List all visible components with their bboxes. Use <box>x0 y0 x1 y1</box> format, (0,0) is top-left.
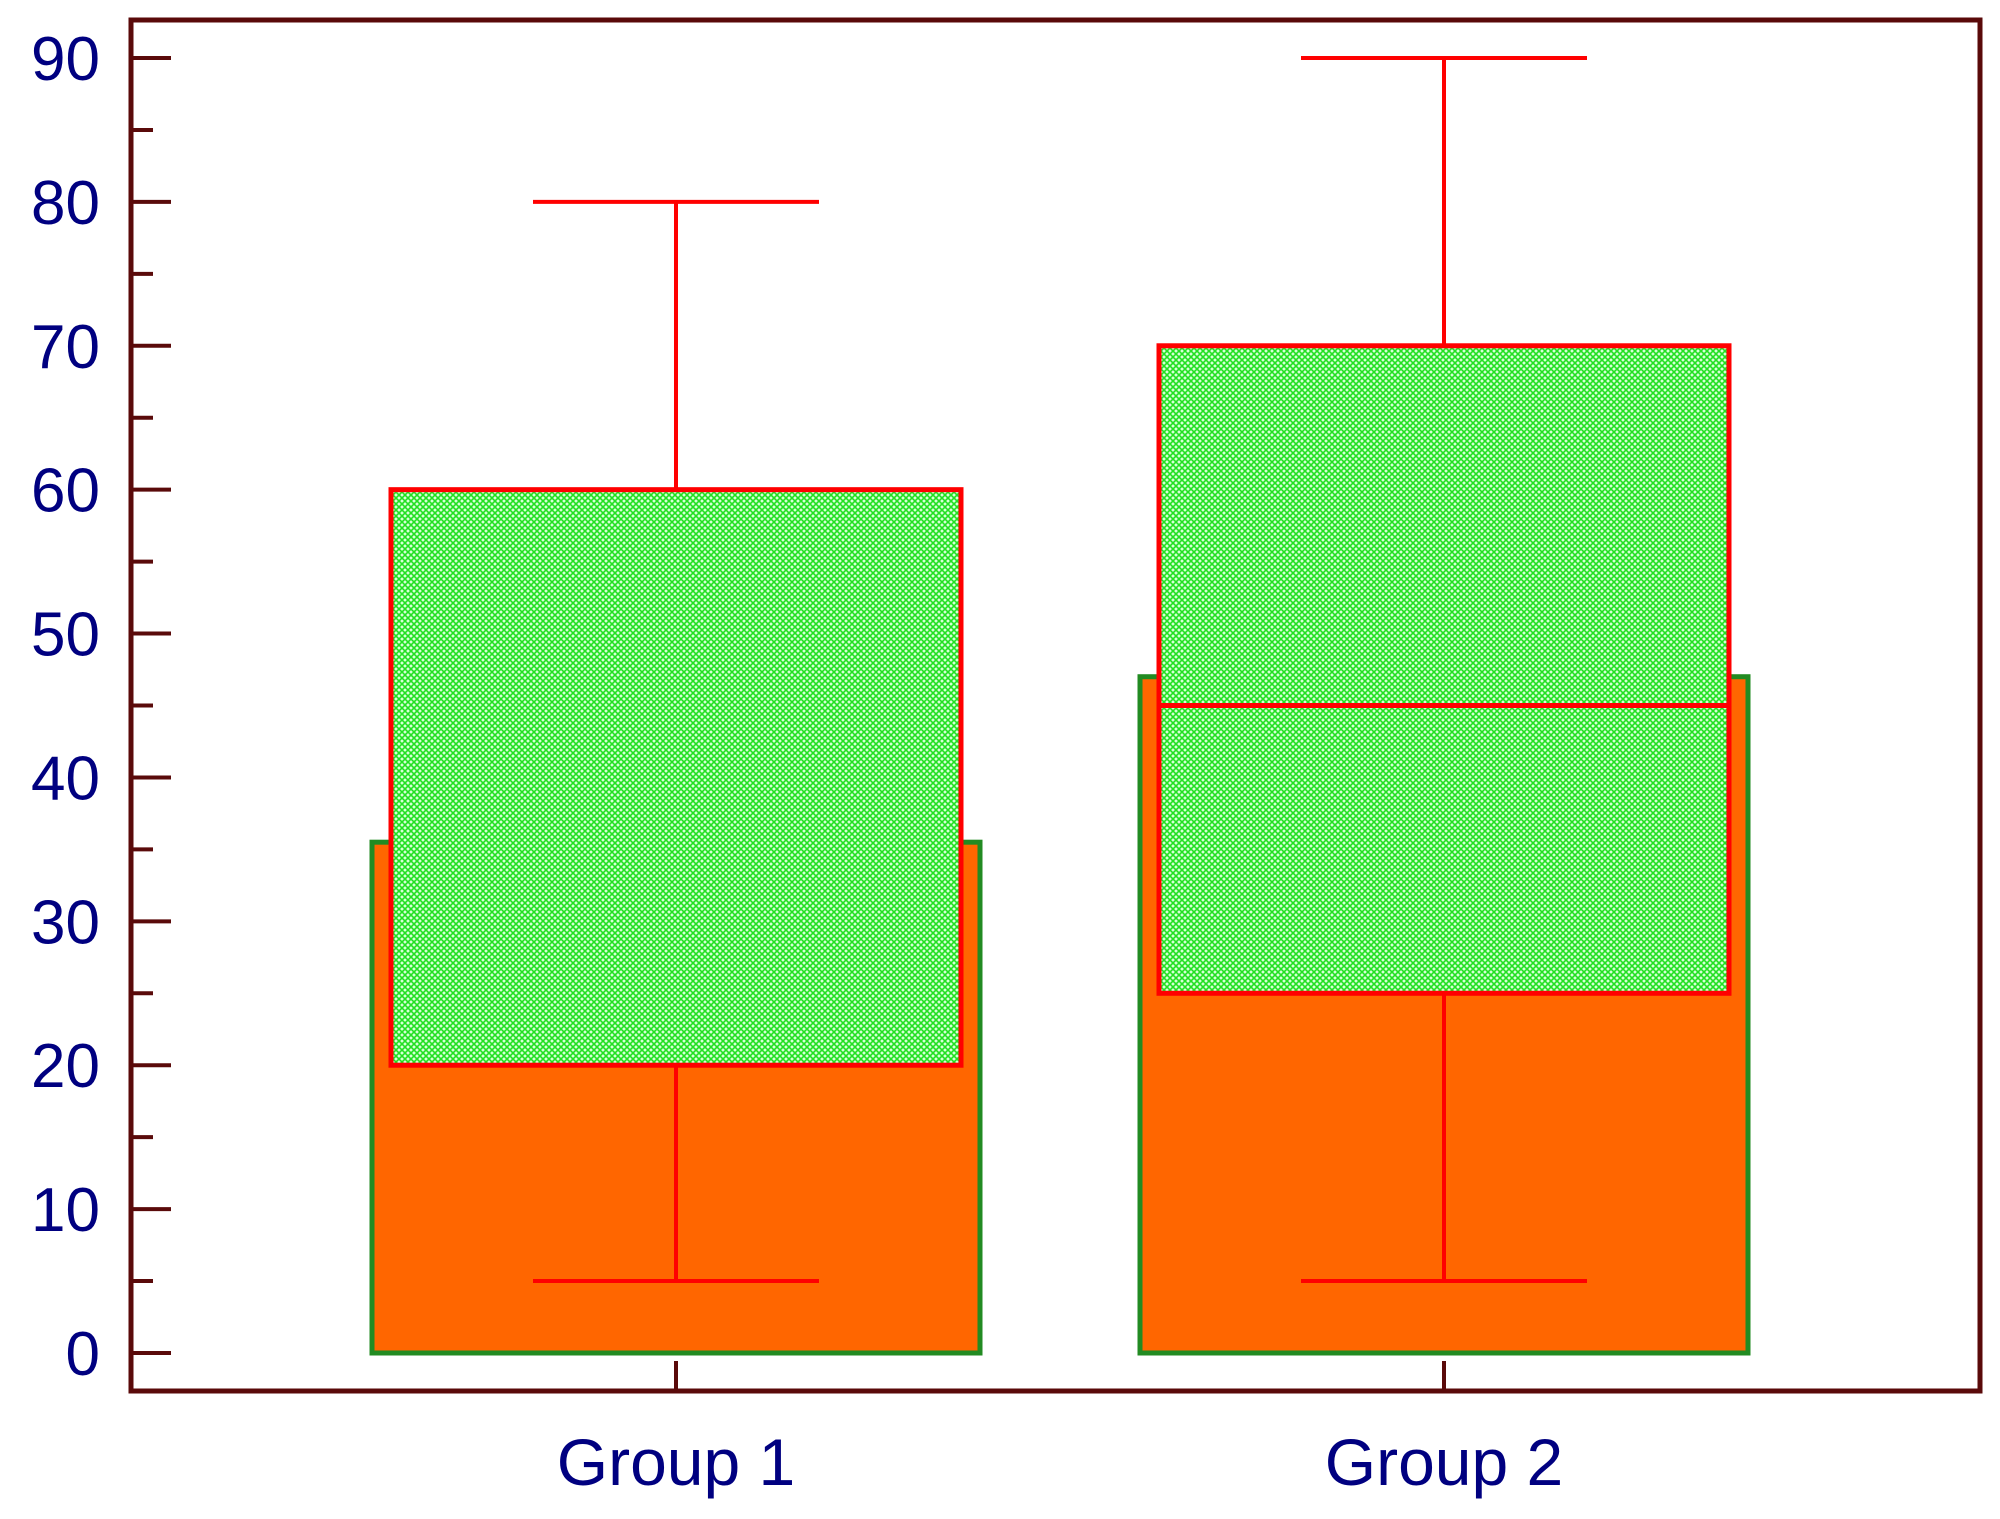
box-plot-1 <box>388 199 964 1284</box>
y-tick-label: 70 <box>31 313 100 382</box>
y-tick-label: 10 <box>31 1176 100 1245</box>
y-tick-label: 90 <box>31 25 100 94</box>
box-2 <box>1156 343 1732 996</box>
y-tick-label: 50 <box>31 601 100 670</box>
box-1 <box>388 487 964 1068</box>
plot-marks <box>369 56 1751 1356</box>
y-tick-label: 20 <box>31 1032 100 1101</box>
x-category-label: Group 2 <box>1325 1425 1563 1499</box>
axes: 0 10 20 30 40 50 60 70 80 90 Group 1 Group 2 <box>31 25 1563 1499</box>
box-plot-2 <box>1156 56 1732 1284</box>
x-category-label: Group 1 <box>557 1425 795 1499</box>
y-tick-label: 60 <box>31 457 100 526</box>
y-tick-label: 40 <box>31 744 100 813</box>
y-tick-label: 30 <box>31 888 100 957</box>
y-tick-label: 0 <box>66 1320 100 1389</box>
y-tick-label: 80 <box>31 169 100 238</box>
